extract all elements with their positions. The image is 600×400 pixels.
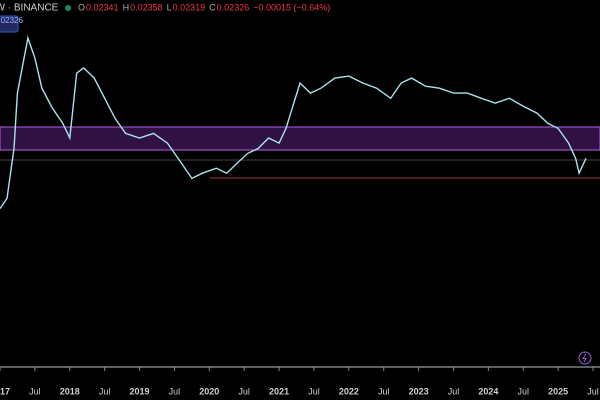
x-tick-label: Jul	[29, 386, 41, 396]
ohlc-value: 0.02319	[173, 2, 206, 12]
x-tick-label: Jul	[378, 386, 390, 396]
zone-box	[0, 126, 600, 151]
x-tick-label: 2018	[60, 386, 80, 396]
x-tick-label: Jul	[448, 386, 460, 396]
x-tick-label: 2020	[199, 386, 219, 396]
x-tick-label: Jul	[587, 386, 599, 396]
x-tick-label: 2021	[269, 386, 289, 396]
ohlc: O 0.02341 H 0.02358 L 0.02319 C 0.02326 −0.00015…	[78, 2, 330, 12]
price-badge	[0, 15, 19, 33]
x-tick-label: Jul	[308, 386, 320, 396]
status-dot	[65, 5, 71, 11]
x-tick-label: 2022	[339, 386, 359, 396]
x-tick-label: Jul	[99, 386, 111, 396]
flash-glyph	[582, 353, 587, 363]
price-line-series	[0, 35, 587, 209]
change: −0.00015 (−0.64%)	[253, 2, 330, 12]
x-tick-label: 2017	[0, 386, 10, 396]
price-badge-text: 0.02326	[0, 16, 23, 25]
ohlc-label: O	[78, 2, 85, 12]
flash-icon[interactable]	[578, 351, 592, 365]
ohlc-value: 0.02341	[86, 2, 119, 12]
x-tick-label: Jul	[169, 386, 181, 396]
ohlc-value: 0.02358	[130, 2, 163, 12]
x-tick-label: Jul	[238, 386, 250, 396]
x-tick-label: Jul	[517, 386, 529, 396]
x-tick-label: 2019	[130, 386, 150, 396]
symbol: 1W · BINANCE	[0, 3, 59, 14]
ohlc-label: H	[123, 2, 130, 12]
x-tick-label: 2024	[478, 386, 498, 396]
ohlc-label: L	[167, 2, 172, 12]
x-tick-label: 2023	[409, 386, 429, 396]
ohlc-label: C	[209, 2, 216, 12]
x-tick-label: 2025	[548, 386, 568, 396]
ohlc-value: 0.02326	[217, 2, 250, 12]
